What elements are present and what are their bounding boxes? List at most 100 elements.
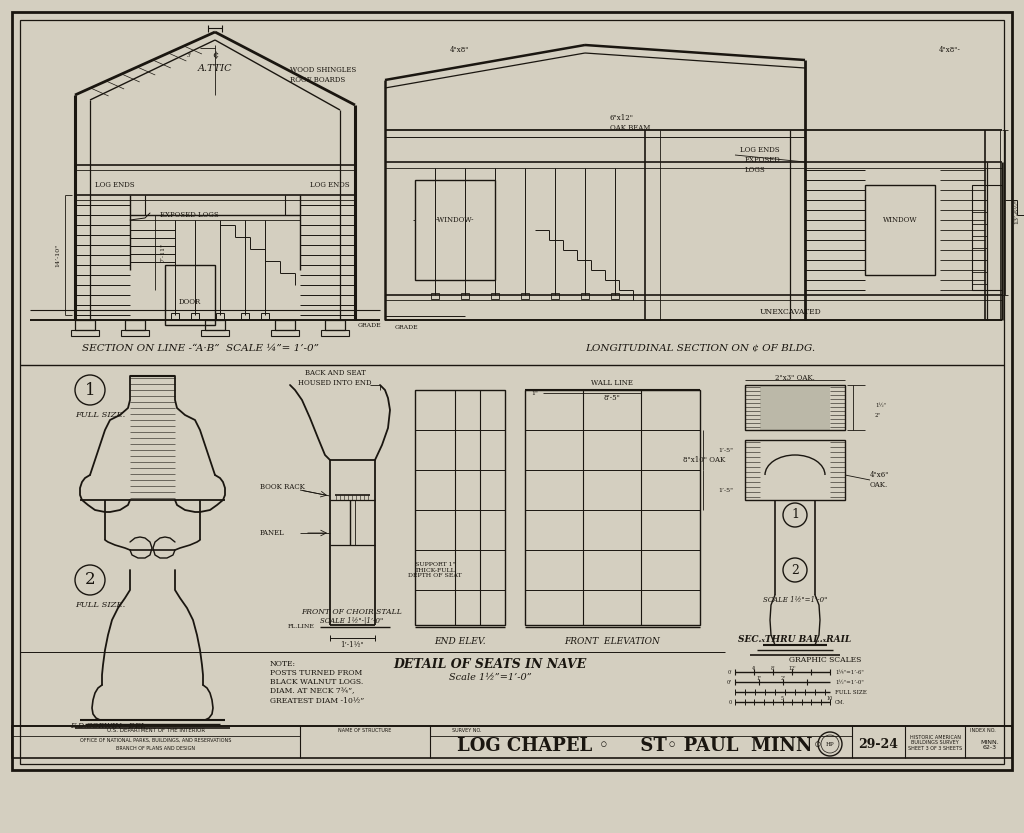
Bar xyxy=(321,330,349,336)
Text: LOG ENDS: LOG ENDS xyxy=(95,181,134,189)
Bar xyxy=(216,313,224,319)
Text: 0': 0' xyxy=(727,670,732,675)
Text: GRADE: GRADE xyxy=(395,325,419,330)
Text: 5: 5 xyxy=(780,696,783,701)
Text: 4"x6"
OAK.: 4"x6" OAK. xyxy=(870,471,890,489)
Text: FULL SIZE.: FULL SIZE. xyxy=(75,601,125,609)
Text: 8"x10" OAK: 8"x10" OAK xyxy=(683,456,725,464)
Text: 0": 0" xyxy=(726,680,732,685)
Bar xyxy=(191,313,199,319)
Text: 1’-1½": 1’-1½" xyxy=(340,641,364,649)
Text: WALL LINE: WALL LINE xyxy=(591,379,633,387)
Text: END ELEV.: END ELEV. xyxy=(434,637,485,646)
Text: LOG ENDS: LOG ENDS xyxy=(740,146,779,154)
Bar xyxy=(205,320,225,330)
Bar xyxy=(461,293,469,299)
Bar xyxy=(275,320,295,330)
Text: FRONT  ELEVATION: FRONT ELEVATION xyxy=(564,637,659,646)
Text: 1¼"=1’-6": 1¼"=1’-6" xyxy=(835,670,864,675)
Text: 10: 10 xyxy=(826,696,834,701)
Text: INDEX NO.: INDEX NO. xyxy=(970,729,996,734)
Text: 1½"=1’-0": 1½"=1’-0" xyxy=(835,680,864,685)
Bar xyxy=(745,385,845,430)
Text: 1½": 1½" xyxy=(874,402,886,407)
Text: 2: 2 xyxy=(85,571,95,588)
Text: SECTION ON LINE -“A·B”  SCALE ¼”= 1’-0”: SECTION ON LINE -“A·B” SCALE ¼”= 1’-0” xyxy=(82,343,318,352)
Text: 2: 2 xyxy=(792,563,799,576)
Text: BRANCH OF PLANS AND DESIGN: BRANCH OF PLANS AND DESIGN xyxy=(117,746,196,751)
Text: NAME OF STRUCTURE: NAME OF STRUCTURE xyxy=(338,729,392,734)
Bar xyxy=(551,293,559,299)
Bar xyxy=(125,320,145,330)
Bar xyxy=(20,20,1004,764)
Bar xyxy=(201,330,229,336)
Text: HISTORIC AMERICAN
BUILDINGS SURVEY
SHEET 3 OF 3 SHEETS: HISTORIC AMERICAN BUILDINGS SURVEY SHEET… xyxy=(908,735,963,751)
Bar xyxy=(271,330,299,336)
Bar xyxy=(165,265,215,325)
Text: 1’-5": 1’-5" xyxy=(718,487,733,492)
Text: LOG CHAPEL ◦     ST◦ PAUL  MINN◦: LOG CHAPEL ◦ ST◦ PAUL MINN◦ xyxy=(457,737,823,755)
Text: SEC.ₓTHRU BAL.ₓRAIL: SEC.ₓTHRU BAL.ₓRAIL xyxy=(738,636,852,645)
Text: A.TTIC: A.TTIC xyxy=(198,63,232,72)
Text: BACK AND SEAT
HOUSED INTO END: BACK AND SEAT HOUSED INTO END xyxy=(298,369,372,387)
Bar xyxy=(745,440,845,500)
Text: E.D.CORWIN - DEL-: E.D.CORWIN - DEL- xyxy=(70,722,148,730)
Text: HP: HP xyxy=(825,741,835,746)
Bar xyxy=(12,726,1012,758)
Text: WINDOW: WINDOW xyxy=(883,216,918,224)
Text: 8’-5": 8’-5" xyxy=(603,394,621,402)
Text: 1": 1" xyxy=(757,676,762,681)
Bar xyxy=(261,313,269,319)
Text: OAK BEAM: OAK BEAM xyxy=(610,124,650,132)
Text: 1": 1" xyxy=(531,391,539,396)
Text: MINN.
62-3: MINN. 62-3 xyxy=(981,740,999,751)
Text: CM.: CM. xyxy=(835,700,845,705)
Text: 0: 0 xyxy=(729,700,732,705)
Text: 2": 2" xyxy=(874,412,881,417)
Bar xyxy=(71,330,99,336)
Text: -WINDOW-: -WINDOW- xyxy=(436,216,474,224)
Text: UNEXCAVATED: UNEXCAVATED xyxy=(759,308,821,316)
Text: 2"x3" OAK.: 2"x3" OAK. xyxy=(775,374,815,382)
Bar xyxy=(972,185,1002,290)
Text: 13’-6½": 13’-6½" xyxy=(1014,200,1019,224)
Text: LOG ENDS: LOG ENDS xyxy=(310,181,349,189)
Text: 2": 2" xyxy=(780,676,785,681)
Text: 1’-5": 1’-5" xyxy=(718,447,733,452)
Text: BOOK RACK: BOOK RACK xyxy=(260,483,305,491)
Text: GRAPHIC SCALES: GRAPHIC SCALES xyxy=(788,656,861,664)
Text: SUPPORT 1"
THICK-FULL
DEPTH OF SEAT: SUPPORT 1" THICK-FULL DEPTH OF SEAT xyxy=(409,561,462,578)
Text: FRONT OF CHOIR STALL: FRONT OF CHOIR STALL xyxy=(301,608,402,616)
Text: 8': 8' xyxy=(771,666,775,671)
Bar xyxy=(521,293,529,299)
Text: FL.LINE: FL.LINE xyxy=(288,625,315,630)
Bar xyxy=(431,293,439,299)
Bar xyxy=(171,313,179,319)
Bar xyxy=(121,330,150,336)
Text: 12': 12' xyxy=(788,666,796,671)
Text: Scale 1½”=1’-0”: Scale 1½”=1’-0” xyxy=(449,672,531,681)
Text: FULL SIZE.: FULL SIZE. xyxy=(75,411,125,419)
Text: EXPOSED
LOGS: EXPOSED LOGS xyxy=(745,157,780,173)
Text: EXPOSED LOGS: EXPOSED LOGS xyxy=(160,211,219,219)
Text: PANEL: PANEL xyxy=(260,529,285,537)
Text: FULL SIZE: FULL SIZE xyxy=(835,690,867,695)
Text: 29-24: 29-24 xyxy=(858,739,898,751)
Bar xyxy=(325,320,345,330)
Bar xyxy=(241,313,249,319)
Text: DOOR: DOOR xyxy=(179,298,201,306)
Text: LONGITUDINAL SECTION ON ¢ OF BLDG.: LONGITUDINAL SECTION ON ¢ OF BLDG. xyxy=(585,343,815,352)
Bar xyxy=(75,320,95,330)
Text: 3": 3" xyxy=(186,52,193,57)
Text: 4': 4' xyxy=(752,666,757,671)
Text: 1: 1 xyxy=(791,508,799,521)
Text: 7’-11": 7’-11" xyxy=(161,242,166,262)
Text: SCALE 1½"-|1’-0": SCALE 1½"-|1’-0" xyxy=(321,617,384,625)
Bar xyxy=(415,390,505,625)
Text: DETAIL OF SEATS IN NAVE: DETAIL OF SEATS IN NAVE xyxy=(393,659,587,671)
Text: OFFICE OF NATIONAL PARKS, BUILDINGS, AND RESERVATIONS: OFFICE OF NATIONAL PARKS, BUILDINGS, AND… xyxy=(80,737,231,742)
Text: ¢: ¢ xyxy=(212,51,218,59)
Bar xyxy=(490,293,499,299)
Bar xyxy=(760,385,830,430)
Bar xyxy=(581,293,589,299)
